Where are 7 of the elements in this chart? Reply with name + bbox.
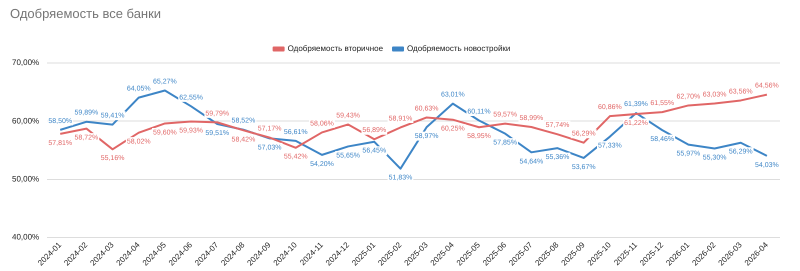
y-tick-label: 40,00% — [12, 232, 40, 242]
y-tick-label: 60,00% — [12, 116, 40, 126]
legend-label: Одобряемость вторичное — [288, 44, 384, 54]
legend-label: Одобряемость новостройки — [407, 44, 510, 54]
chart-title: Одобряемость все банки — [10, 6, 162, 21]
y-tick-label: 50,00% — [12, 174, 40, 184]
y-tick-label: 70,00% — [12, 58, 40, 68]
